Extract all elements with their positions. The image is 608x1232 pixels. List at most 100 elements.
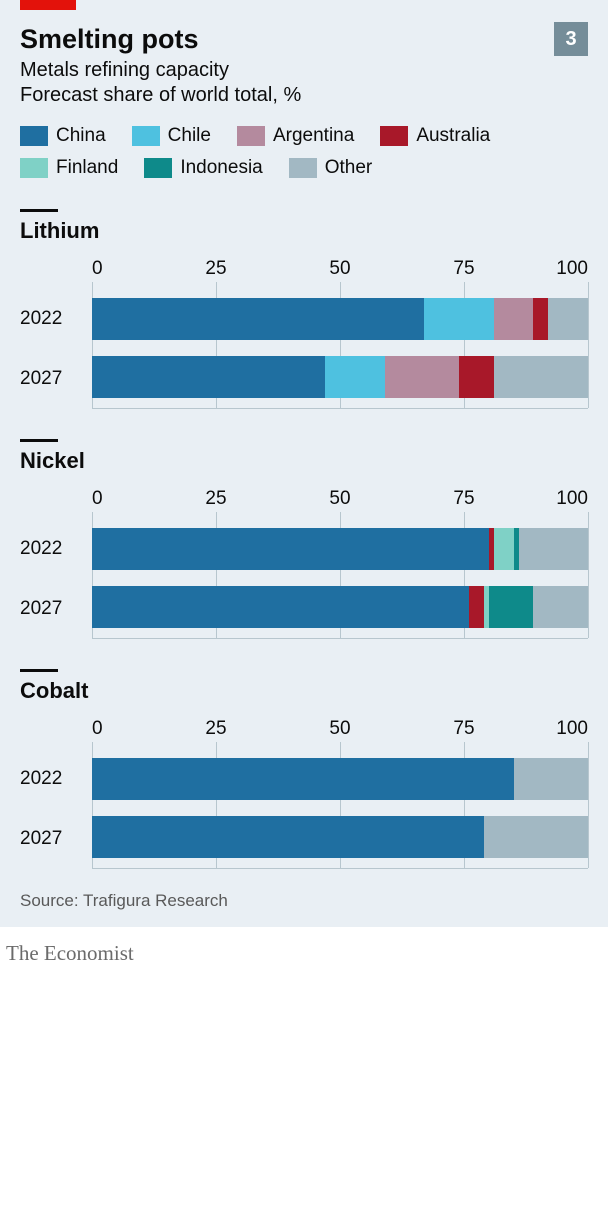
stacked-bar bbox=[92, 298, 588, 340]
legend-label: Australia bbox=[416, 125, 490, 147]
year-label: 2022 bbox=[20, 538, 84, 560]
segment-other bbox=[519, 528, 588, 570]
axis-tick-label: 75 bbox=[453, 488, 474, 510]
axis-tick-label: 100 bbox=[556, 718, 588, 740]
bar-row-2027: 2027 bbox=[92, 580, 588, 638]
segment-other bbox=[548, 298, 588, 340]
source-line: Source: Trafigura Research bbox=[20, 891, 588, 911]
stacked-bar bbox=[92, 816, 588, 858]
bars-box: 20222027 bbox=[92, 748, 588, 869]
chart-number-badge: 3 bbox=[554, 22, 588, 56]
chart-unit: Forecast share of world total, % bbox=[20, 84, 588, 107]
year-label: 2027 bbox=[20, 368, 84, 390]
panel-rule bbox=[20, 439, 58, 442]
year-label: 2027 bbox=[20, 828, 84, 850]
axis-tick-label: 25 bbox=[205, 258, 226, 280]
axis-tick-label: 50 bbox=[329, 258, 350, 280]
legend-item-china: China bbox=[20, 125, 106, 147]
panel-title: Nickel bbox=[20, 448, 588, 474]
legend-swatch bbox=[132, 126, 160, 146]
legend-swatch bbox=[20, 126, 48, 146]
segment-china bbox=[92, 586, 469, 628]
segment-finland bbox=[494, 528, 514, 570]
legend-item-argentina: Argentina bbox=[237, 125, 354, 147]
panel-rule bbox=[20, 209, 58, 212]
legend-label: China bbox=[56, 125, 106, 147]
bar-row-2022: 2022 bbox=[92, 518, 588, 580]
legend-label: Other bbox=[325, 157, 373, 179]
chart-title: Smelting pots bbox=[20, 0, 588, 55]
axis-tick-label: 50 bbox=[329, 488, 350, 510]
segment-chile bbox=[424, 298, 493, 340]
axis-tick-label: 0 bbox=[92, 258, 103, 280]
panels-container: Lithium025507510020222027Nickel025507510… bbox=[20, 209, 588, 869]
segment-china bbox=[92, 758, 514, 800]
axis-tick-label: 25 bbox=[205, 488, 226, 510]
segment-australia bbox=[533, 298, 548, 340]
legend-label: Argentina bbox=[273, 125, 354, 147]
segment-other bbox=[533, 586, 588, 628]
segment-australia bbox=[469, 586, 484, 628]
legend-item-finland: Finland bbox=[20, 157, 118, 179]
panel-nickel: Nickel025507510020222027 bbox=[20, 439, 588, 639]
year-label: 2027 bbox=[20, 598, 84, 620]
axis-tick-label: 100 bbox=[556, 488, 588, 510]
panel-rule bbox=[20, 669, 58, 672]
segment-other bbox=[484, 816, 588, 858]
bars-box: 20222027 bbox=[92, 518, 588, 639]
stacked-bar bbox=[92, 356, 588, 398]
year-label: 2022 bbox=[20, 308, 84, 330]
publication-name: The Economist bbox=[0, 927, 608, 986]
bars-box: 20222027 bbox=[92, 288, 588, 409]
axis-tick-label: 0 bbox=[92, 488, 103, 510]
segment-argentina bbox=[385, 356, 459, 398]
segment-china bbox=[92, 356, 325, 398]
legend-label: Chile bbox=[168, 125, 211, 147]
stacked-bar bbox=[92, 758, 588, 800]
segment-argentina bbox=[494, 298, 534, 340]
axis-tick-label: 100 bbox=[556, 258, 588, 280]
legend-swatch bbox=[237, 126, 265, 146]
chart-area: 0 25 50 75 100 20222027 bbox=[92, 718, 588, 869]
legend-item-other: Other bbox=[289, 157, 373, 179]
axis-tick-label: 50 bbox=[329, 718, 350, 740]
segment-indonesia bbox=[489, 586, 534, 628]
legend-label: Finland bbox=[56, 157, 118, 179]
year-label: 2022 bbox=[20, 768, 84, 790]
axis-tick-label: 25 bbox=[205, 718, 226, 740]
chart-area: 0 25 50 75 100 20222027 bbox=[92, 488, 588, 639]
legend-item-chile: Chile bbox=[132, 125, 211, 147]
chart-card: 3 Smelting pots Metals refining capacity… bbox=[0, 0, 608, 927]
axis-tick-label: 0 bbox=[92, 718, 103, 740]
legend: China Chile Argentina Australia Finland Indon… bbox=[20, 125, 588, 179]
bar-row-2027: 2027 bbox=[92, 350, 588, 408]
chart-area: 0 25 50 75 100 20222027 bbox=[92, 258, 588, 409]
panel-title: Lithium bbox=[20, 218, 588, 244]
legend-item-australia: Australia bbox=[380, 125, 490, 147]
chart-subtitle: Metals refining capacity bbox=[20, 59, 588, 82]
axis-tick-label: 75 bbox=[453, 258, 474, 280]
segment-china bbox=[92, 528, 489, 570]
panel-title: Cobalt bbox=[20, 678, 588, 704]
legend-label: Indonesia bbox=[180, 157, 262, 179]
stacked-bar bbox=[92, 528, 588, 570]
brand-tab bbox=[20, 0, 76, 10]
bar-row-2022: 2022 bbox=[92, 748, 588, 810]
segment-other bbox=[514, 758, 588, 800]
panel-lithium: Lithium025507510020222027 bbox=[20, 209, 588, 409]
segment-china bbox=[92, 298, 424, 340]
bar-row-2027: 2027 bbox=[92, 810, 588, 868]
legend-swatch bbox=[20, 158, 48, 178]
bar-row-2022: 2022 bbox=[92, 288, 588, 350]
segment-australia bbox=[459, 356, 494, 398]
legend-swatch bbox=[144, 158, 172, 178]
segment-other bbox=[494, 356, 588, 398]
legend-swatch bbox=[380, 126, 408, 146]
stacked-bar bbox=[92, 586, 588, 628]
legend-swatch bbox=[289, 158, 317, 178]
legend-item-indonesia: Indonesia bbox=[144, 157, 262, 179]
segment-china bbox=[92, 816, 484, 858]
segment-chile bbox=[325, 356, 385, 398]
panel-cobalt: Cobalt025507510020222027 bbox=[20, 669, 588, 869]
axis-tick-label: 75 bbox=[453, 718, 474, 740]
